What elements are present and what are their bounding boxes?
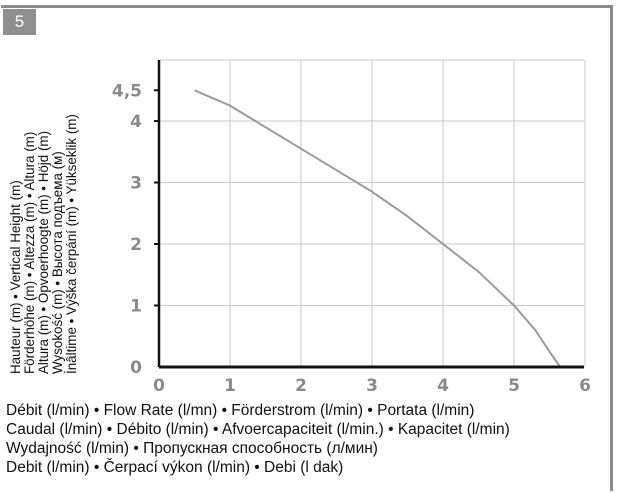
y-tick-label: 0 [130,358,142,378]
x-axis-label-line: Wydajność (l/min) • Пропускная способнос… [6,440,378,457]
x-axis-label-line: Debit (l/min) • Čerpací výkon (l/min) • … [6,459,344,476]
x-tick-label: 5 [508,376,520,396]
x-axis-label-block: Débit (l/min) • Flow Rate (l/mn) • Förde… [6,401,612,477]
x-tick-label: 3 [366,376,378,396]
performance-curve [194,89,562,368]
y-tick-label: 1 [130,297,142,317]
figure-frame [1,5,613,491]
y-tick-label: 2 [130,235,142,255]
axis-layer [154,60,584,369]
x-axis-label-line: Débit (l/min) • Flow Rate (l/mn) • Förde… [6,402,475,419]
curve-layer [194,89,562,368]
x-tick-label: 1 [224,376,236,396]
x-tick-label: 6 [579,376,591,396]
x-tick-label: 0 [153,376,165,396]
x-tick-label: 2 [295,376,307,396]
figure-number-badge: 5 [3,9,36,35]
y-tick-label: 4 [130,112,142,132]
tick-layer: 0 1 2 3 4 5 6 0 1 2 3 4 4,5 [112,81,591,396]
x-tick-label: 4 [437,376,449,396]
y-tick-label: 3 [130,174,142,194]
x-axis-label-line: Caudal (l/min) • Débito (l/min) • Afvoer… [6,421,510,438]
y-tick-label: 4,5 [112,81,142,101]
grid-layer [159,59,586,367]
